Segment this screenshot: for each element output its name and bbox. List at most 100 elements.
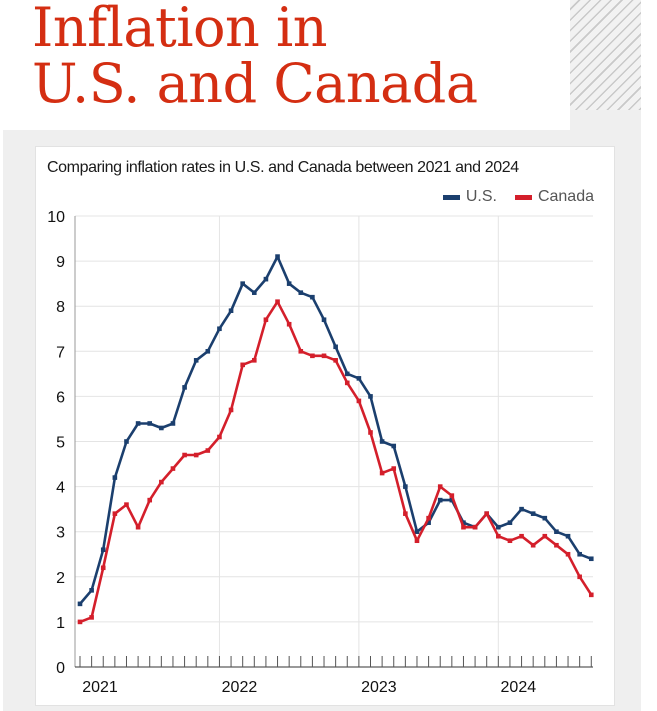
series-us xyxy=(77,254,594,607)
data-point xyxy=(403,511,408,516)
data-point xyxy=(228,407,234,413)
x-tick-label: 2023 xyxy=(361,679,397,696)
legend-item-canada[interactable]: Canada xyxy=(514,188,594,206)
data-point xyxy=(368,394,373,399)
data-point xyxy=(286,281,292,286)
data-point xyxy=(100,565,106,571)
data-point xyxy=(77,601,83,607)
grid-lines xyxy=(75,215,593,667)
data-point xyxy=(193,452,199,458)
data-point xyxy=(263,317,269,323)
data-point xyxy=(588,556,594,562)
chart-legend: U.S. Canada xyxy=(442,188,594,206)
data-point xyxy=(530,511,536,516)
series-line xyxy=(79,255,592,605)
data-point xyxy=(89,615,94,620)
data-point xyxy=(449,497,455,503)
x-axis-ticks: 2021 2022 2023 2024 xyxy=(79,656,592,696)
data-point xyxy=(112,511,118,516)
data-point xyxy=(112,475,118,480)
data-point xyxy=(542,533,548,539)
y-tick-label: 10 xyxy=(47,209,65,226)
data-point xyxy=(310,353,315,359)
y-tick-label: 4 xyxy=(56,480,65,497)
data-point xyxy=(89,588,94,593)
x-tick-label: 2024 xyxy=(501,679,537,696)
y-tick-label: 3 xyxy=(56,525,65,542)
hatch-underlay xyxy=(570,110,641,130)
data-point xyxy=(252,358,257,363)
data-point xyxy=(217,326,222,332)
data-point xyxy=(414,538,420,544)
data-point xyxy=(472,524,478,530)
title-panel xyxy=(0,0,570,130)
data-point xyxy=(461,524,466,530)
data-point xyxy=(193,358,199,363)
data-point xyxy=(159,425,164,431)
data-point xyxy=(565,533,571,539)
data-point xyxy=(403,484,408,489)
y-tick-label: 5 xyxy=(56,435,65,452)
data-point xyxy=(414,529,420,534)
legend-label-canada: Canada xyxy=(537,188,594,205)
data-point xyxy=(437,497,443,503)
page-title: Inflation in U.S. and Canada xyxy=(32,0,478,112)
data-point xyxy=(100,547,106,553)
data-point xyxy=(344,380,350,386)
data-point xyxy=(205,448,211,453)
data-point xyxy=(170,421,176,426)
data-point xyxy=(228,308,234,314)
title-line-2: U.S. and Canada xyxy=(32,52,478,115)
data-point xyxy=(496,533,501,539)
data-point xyxy=(565,551,571,557)
data-point xyxy=(379,470,385,476)
legend-label-us: U.S. xyxy=(465,188,497,205)
data-point xyxy=(577,574,582,580)
legend-swatch-us xyxy=(442,194,460,200)
legend-item-us[interactable]: U.S. xyxy=(442,188,497,206)
data-point xyxy=(147,421,153,426)
data-point xyxy=(147,497,153,503)
data-point xyxy=(484,511,489,516)
data-point xyxy=(368,430,373,435)
data-point xyxy=(275,299,280,304)
data-point xyxy=(182,452,187,458)
data-point xyxy=(275,254,280,259)
data-point xyxy=(252,290,257,295)
data-point xyxy=(298,349,304,354)
data-point xyxy=(449,493,455,498)
data-point xyxy=(391,466,397,471)
data-point xyxy=(286,321,292,327)
chart-card xyxy=(35,146,615,706)
data-point xyxy=(77,619,83,625)
data-point xyxy=(333,358,338,363)
data-point xyxy=(426,520,431,525)
y-tick-label: 7 xyxy=(56,344,65,361)
data-point xyxy=(577,551,582,557)
data-point xyxy=(124,439,129,444)
data-point xyxy=(135,421,141,426)
data-point xyxy=(298,290,304,295)
data-point xyxy=(182,385,187,390)
data-point xyxy=(356,398,362,404)
data-point xyxy=(391,443,397,449)
data-point xyxy=(321,353,327,359)
data-point xyxy=(240,362,245,368)
data-point xyxy=(240,281,245,286)
x-tick-label: 2021 xyxy=(82,679,118,696)
data-point xyxy=(542,515,548,521)
data-point xyxy=(461,520,466,525)
data-point xyxy=(159,479,164,485)
y-tick-label: 9 xyxy=(56,254,65,271)
data-point xyxy=(519,506,524,512)
y-tick-label: 6 xyxy=(56,389,65,406)
data-point xyxy=(310,294,315,300)
series-canada xyxy=(77,299,594,625)
data-point xyxy=(333,344,338,350)
data-point xyxy=(170,466,176,471)
data-point xyxy=(437,484,443,489)
data-point xyxy=(124,502,129,507)
data-point xyxy=(356,376,362,381)
data-point xyxy=(426,515,431,521)
